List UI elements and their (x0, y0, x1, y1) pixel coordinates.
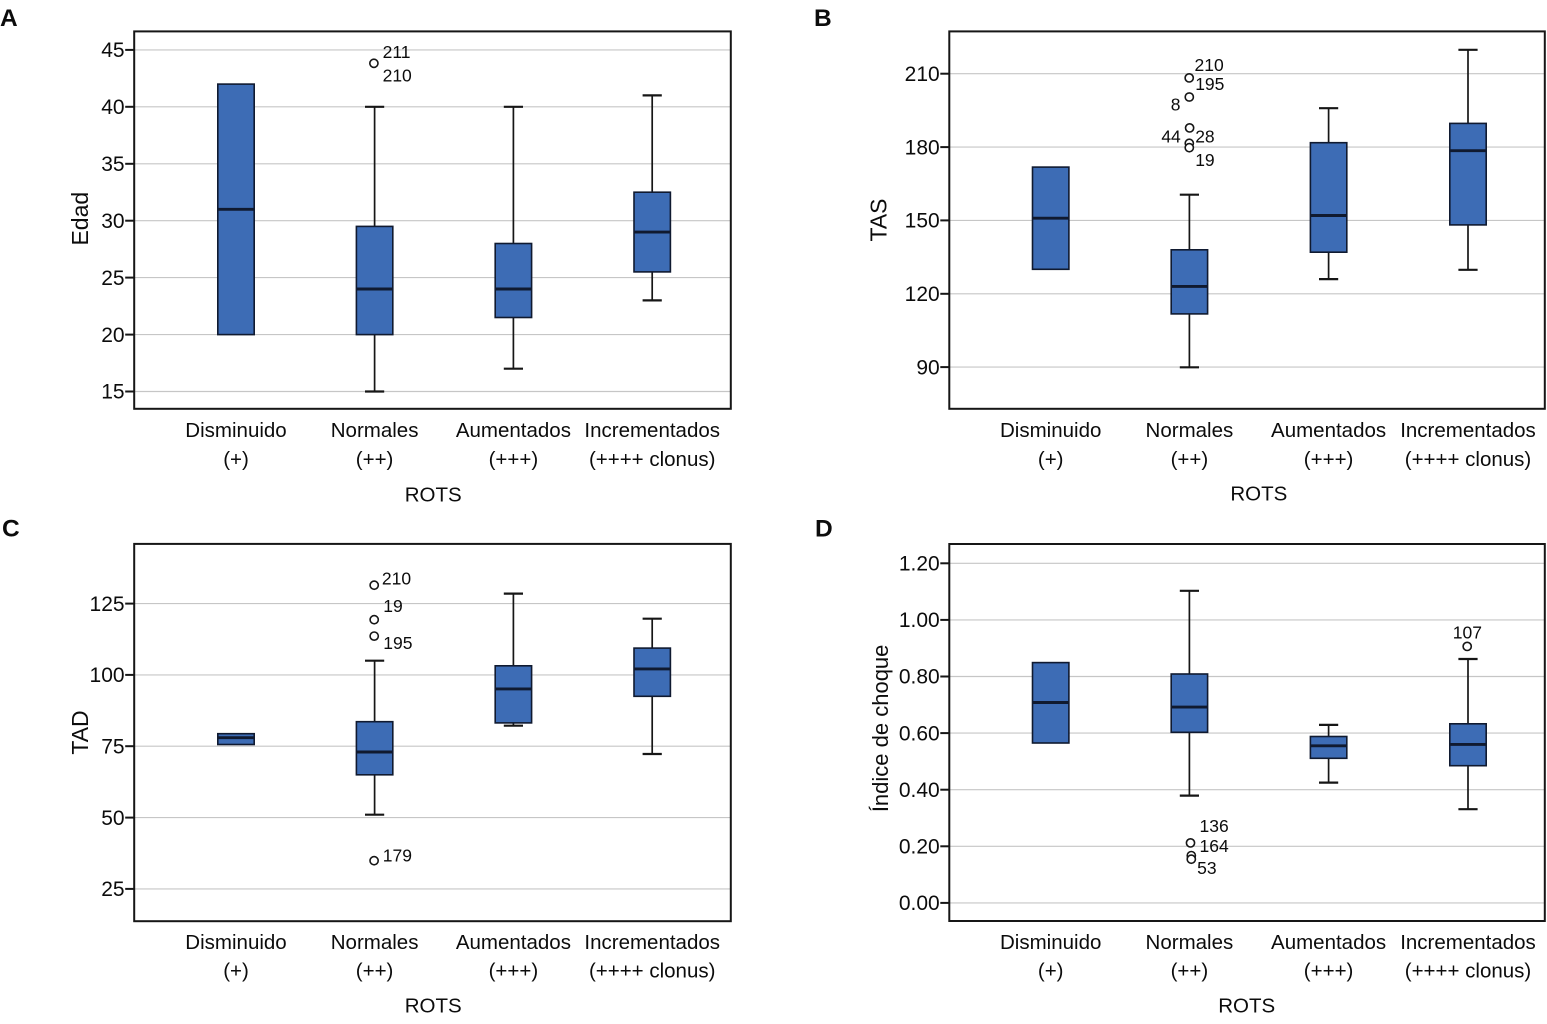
svg-text:Incrementados: Incrementados (1400, 931, 1536, 954)
svg-text:Normales: Normales (1146, 419, 1234, 442)
svg-text:(+): (+) (223, 960, 249, 983)
svg-text:(+++): (+++) (489, 448, 539, 471)
svg-text:1.00: 1.00 (899, 609, 940, 632)
svg-text:ROTS: ROTS (405, 994, 462, 1017)
svg-text:Aumentados: Aumentados (1271, 419, 1386, 442)
svg-text:Disminuido: Disminuido (185, 931, 286, 954)
svg-text:75: 75 (101, 736, 124, 759)
svg-text:30: 30 (101, 210, 124, 233)
svg-text:15: 15 (101, 381, 124, 404)
svg-text:210: 210 (382, 569, 411, 589)
svg-text:ROTS: ROTS (405, 483, 462, 506)
svg-text:100: 100 (90, 664, 125, 687)
svg-text:(++++ clonus): (++++ clonus) (589, 448, 716, 471)
svg-text:Aumentados: Aumentados (1271, 931, 1386, 954)
svg-text:Disminuido: Disminuido (1000, 419, 1101, 442)
svg-text:Normales: Normales (331, 419, 419, 442)
svg-text:TAD: TAD (67, 710, 93, 754)
svg-text:44: 44 (1161, 127, 1181, 147)
svg-text:(++++ clonus): (++++ clonus) (589, 960, 716, 983)
svg-text:(+++): (+++) (1304, 960, 1354, 983)
svg-text:C: C (2, 516, 20, 543)
svg-text:0.40: 0.40 (899, 779, 940, 802)
svg-text:Índice de choque: Índice de choque (868, 645, 893, 813)
svg-text:(+): (+) (1038, 448, 1064, 471)
svg-text:20: 20 (101, 324, 124, 347)
svg-text:Edad: Edad (67, 192, 93, 246)
svg-text:(+): (+) (223, 448, 249, 471)
svg-text:164: 164 (1200, 836, 1229, 856)
svg-text:136: 136 (1200, 816, 1229, 836)
svg-text:(++): (++) (356, 448, 394, 471)
svg-text:40: 40 (101, 96, 124, 119)
svg-text:120: 120 (905, 283, 940, 306)
svg-text:Disminuido: Disminuido (185, 419, 286, 442)
svg-text:Disminuido: Disminuido (1000, 931, 1101, 954)
svg-text:150: 150 (905, 210, 940, 233)
svg-text:(++): (++) (1171, 960, 1209, 983)
svg-text:Incrementados: Incrementados (1400, 419, 1536, 442)
svg-text:179: 179 (383, 846, 412, 866)
svg-text:(+): (+) (1038, 960, 1064, 983)
svg-text:0.00: 0.00 (899, 892, 940, 915)
svg-text:(+++): (+++) (1304, 448, 1354, 471)
svg-text:125: 125 (90, 593, 125, 616)
svg-text:B: B (814, 5, 832, 32)
svg-text:Incrementados: Incrementados (584, 931, 720, 954)
svg-text:107: 107 (1453, 622, 1482, 642)
svg-text:ROTS: ROTS (1218, 994, 1275, 1017)
svg-text:8: 8 (1171, 94, 1181, 114)
svg-text:28: 28 (1195, 127, 1214, 147)
svg-text:210: 210 (905, 63, 940, 86)
svg-text:A: A (0, 5, 18, 32)
svg-text:45: 45 (101, 39, 124, 62)
svg-text:210: 210 (1195, 55, 1224, 75)
svg-text:ROTS: ROTS (1230, 482, 1287, 505)
svg-text:(++++ clonus): (++++ clonus) (1405, 448, 1532, 471)
svg-text:(++++ clonus): (++++ clonus) (1405, 960, 1532, 983)
svg-text:D: D (815, 516, 833, 543)
svg-text:(++): (++) (356, 960, 394, 983)
svg-text:(++): (++) (1171, 448, 1209, 471)
svg-text:Aumentados: Aumentados (456, 419, 571, 442)
svg-text:53: 53 (1197, 858, 1216, 878)
svg-text:Normales: Normales (1146, 931, 1234, 954)
svg-text:35: 35 (101, 153, 124, 176)
svg-text:19: 19 (383, 596, 402, 616)
svg-text:Aumentados: Aumentados (456, 931, 571, 954)
svg-text:1.20: 1.20 (899, 553, 940, 576)
svg-text:25: 25 (101, 878, 124, 901)
svg-text:195: 195 (383, 633, 412, 653)
svg-text:Incrementados: Incrementados (584, 419, 720, 442)
svg-text:90: 90 (916, 356, 939, 379)
svg-text:25: 25 (101, 267, 124, 290)
svg-text:(+++): (+++) (489, 960, 539, 983)
svg-text:0.80: 0.80 (899, 666, 940, 689)
svg-text:Normales: Normales (331, 931, 419, 954)
svg-text:195: 195 (1195, 74, 1224, 94)
svg-text:19: 19 (1195, 150, 1214, 170)
svg-text:180: 180 (905, 136, 940, 159)
svg-text:0.20: 0.20 (899, 836, 940, 859)
svg-text:210: 210 (383, 66, 412, 86)
svg-text:TAS: TAS (866, 198, 892, 241)
svg-text:0.60: 0.60 (899, 722, 940, 745)
svg-text:211: 211 (383, 42, 411, 62)
svg-text:50: 50 (101, 807, 124, 830)
